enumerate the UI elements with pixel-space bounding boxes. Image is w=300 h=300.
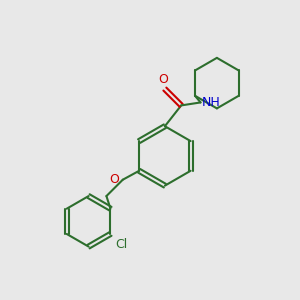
Text: O: O xyxy=(158,73,168,86)
Text: NH: NH xyxy=(202,96,221,109)
Text: O: O xyxy=(109,173,119,186)
Text: Cl: Cl xyxy=(115,238,127,251)
